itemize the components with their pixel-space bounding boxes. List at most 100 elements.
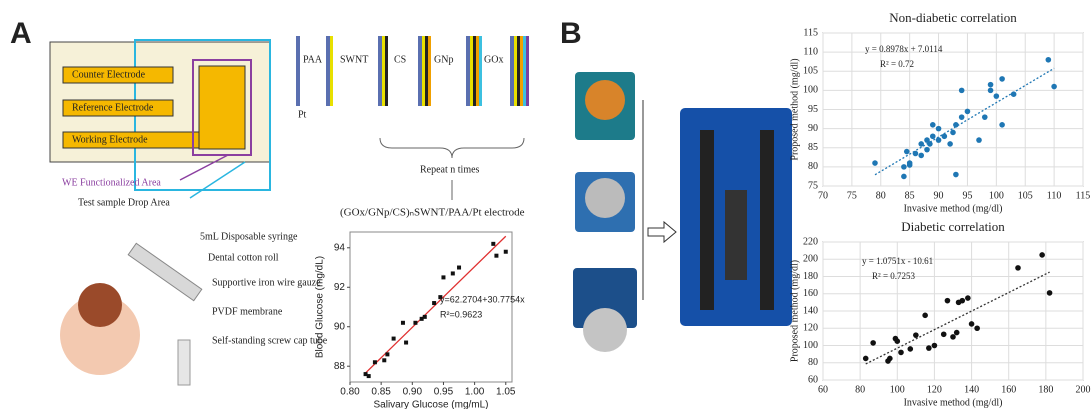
panel-label: A (10, 17, 32, 50)
x-axis-label: Invasive method (mg/dl) (904, 203, 1003, 214)
data-point (1047, 290, 1053, 296)
syringe (128, 243, 202, 300)
x-tick-label: 120 (927, 384, 942, 395)
data-point (907, 346, 913, 352)
data-point (898, 350, 904, 356)
x-tick-label: 1.05 (496, 387, 516, 398)
x-tick-label: 105 (1018, 190, 1033, 201)
header (760, 130, 774, 310)
data-point (965, 109, 971, 115)
y-tick-label: 60 (808, 374, 818, 385)
data-point (941, 331, 947, 337)
data-point (494, 254, 498, 258)
data-point (976, 137, 982, 143)
data-point (953, 172, 959, 178)
layer-label: PAA (303, 54, 323, 65)
y-tick-label: 90 (334, 321, 346, 332)
data-point (936, 137, 942, 143)
y-tick-label: 160 (803, 288, 818, 299)
y-tick-label: 200 (803, 254, 818, 265)
data-point (451, 271, 455, 275)
x-tick-label: 85 (905, 190, 915, 201)
data-point (930, 122, 936, 128)
data-point (982, 114, 988, 120)
sensor (585, 80, 625, 120)
annotation: y = 0.8978x + 7.0114 (865, 44, 943, 54)
layer-label: Pt (298, 109, 307, 120)
data-point (457, 266, 461, 270)
data-point (1011, 91, 1017, 97)
label: PVDF membrane (212, 306, 283, 317)
chip (725, 190, 747, 280)
arrow (648, 222, 676, 242)
data-point (367, 374, 371, 378)
label: Dental cotton roll (208, 252, 279, 263)
x-tick-label: 115 (1076, 190, 1091, 201)
x-tick-label: 100 (989, 190, 1004, 201)
data-point (954, 330, 960, 336)
data-point (924, 147, 930, 153)
data-point (930, 133, 936, 139)
data-point (382, 358, 386, 362)
data-point (894, 338, 900, 344)
data-point (988, 82, 994, 88)
y-axis-label: Proposed method (mg/dl) (789, 260, 800, 362)
data-point (1039, 252, 1045, 258)
y-tick-label: 88 (334, 361, 346, 372)
y-tick-label: 100 (803, 340, 818, 351)
y-tick-label: 110 (803, 46, 818, 57)
data-point (932, 343, 938, 349)
data-point (904, 149, 910, 155)
y-tick-label: 80 (808, 161, 818, 172)
label: Working Electrode (72, 134, 148, 145)
data-point (959, 298, 965, 304)
layer-label: CS (394, 54, 406, 65)
data-point (441, 275, 445, 279)
data-point (373, 360, 377, 364)
label: Supportive iron wire gauze (212, 277, 321, 288)
figure: A Counter Electrode Reference Electrode … (0, 0, 1091, 409)
x-tick-label: 110 (1047, 190, 1062, 201)
data-point (953, 122, 959, 128)
data-point (504, 250, 508, 254)
y-tick-label: 100 (803, 85, 818, 96)
data-point (423, 315, 427, 319)
x-tick-label: 100 (890, 384, 905, 395)
x-tick-label: 200 (1076, 384, 1091, 395)
y-tick-label: 95 (808, 104, 818, 115)
working-pad (199, 66, 245, 149)
y-tick-label: 75 (808, 180, 818, 191)
data-point (1015, 265, 1021, 271)
x-tick-label: 180 (1038, 384, 1053, 395)
y-tick-label: 85 (808, 142, 818, 153)
data-point (863, 356, 869, 362)
data-point (913, 332, 919, 338)
layer-label: SWNT (340, 54, 368, 65)
data-point (404, 341, 408, 345)
x-tick-label: 140 (964, 384, 979, 395)
x-tick-label: 60 (818, 384, 828, 395)
sensor (583, 308, 627, 352)
y-tick-label: 94 (334, 242, 346, 253)
data-point (392, 337, 396, 341)
data-point (959, 114, 965, 120)
data-point (401, 321, 405, 325)
trendline (875, 68, 1054, 174)
x-tick-label: 0.95 (434, 387, 454, 398)
data-point (950, 334, 956, 340)
x-tick-label: 1.00 (465, 387, 485, 398)
y-tick-label: 92 (334, 282, 346, 293)
y-tick-label: 80 (808, 357, 818, 368)
layer-label: GOx (484, 54, 503, 65)
data-point (969, 321, 975, 327)
data-point (432, 301, 436, 305)
data-point (870, 340, 876, 346)
x-axis-label: Salivary Glucose (mg/mL) (373, 400, 488, 409)
label: Counter Electrode (72, 69, 146, 80)
data-point (413, 321, 417, 325)
data-point (974, 325, 980, 331)
annotation: R²=0.9623 (440, 309, 482, 319)
x-tick-label: 0.85 (371, 387, 391, 398)
label: WE Functionalized Area (62, 177, 161, 188)
data-point (999, 122, 1005, 128)
